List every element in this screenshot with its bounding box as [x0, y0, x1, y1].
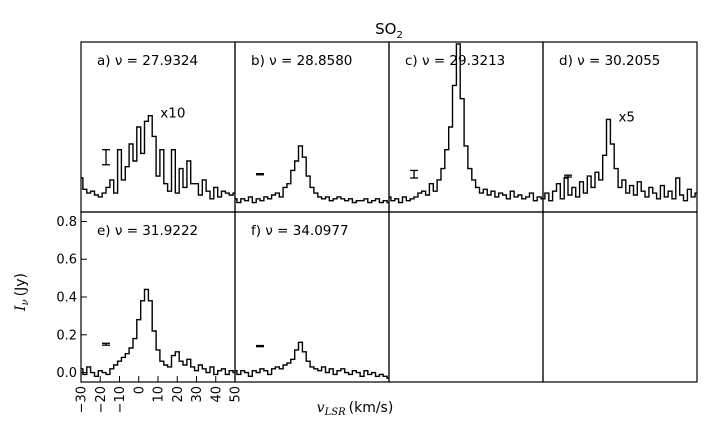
- y-tick-label: 0.2: [56, 328, 77, 343]
- x-tick-label: −20: [94, 386, 109, 413]
- spectrum-line: [81, 115, 235, 200]
- panel-e: e) ν = 31.9222: [81, 223, 235, 377]
- panel-label: d) ν = 30.2055: [559, 53, 660, 69]
- panel-b: b) ν = 28.8580: [235, 53, 389, 204]
- spectrum-line: [389, 43, 543, 204]
- title-main: SO: [375, 20, 396, 38]
- x-axis-sub: LSR: [324, 407, 346, 418]
- error-bar: [410, 169, 419, 179]
- panel-frame: [542, 211, 698, 383]
- scale-factor: x10: [160, 106, 185, 122]
- x-axis-unit: (km/s): [349, 400, 394, 416]
- panel-label: f) ν = 34.0977: [251, 223, 349, 239]
- x-tick-label: −30: [75, 386, 90, 413]
- panel-label: e) ν = 31.9222: [97, 223, 198, 239]
- x-axis-symbol: v: [317, 400, 325, 416]
- panel-a: a) ν = 27.9324 x10: [81, 53, 235, 200]
- x-tick-label: 10: [152, 386, 167, 403]
- x-tick-label: 50: [229, 386, 244, 403]
- y-tick-label: 0.8: [56, 215, 77, 230]
- x-tick-label: 20: [171, 386, 186, 403]
- panel-label: a) ν = 27.9324: [97, 53, 198, 69]
- panel-label: b) ν = 28.8580: [251, 53, 352, 69]
- error-bar: [256, 173, 265, 176]
- spectrum-line: [235, 341, 389, 379]
- panel-frame: [388, 211, 544, 383]
- spectrum-line: [543, 118, 697, 202]
- y-tick-label: 0.4: [56, 291, 77, 306]
- y-axis-unit: (Jy): [13, 273, 29, 296]
- figure-title: SO2: [375, 20, 403, 41]
- spectrum-line: [235, 145, 389, 204]
- x-axis-label: vLSR (km/s): [317, 400, 394, 418]
- spectrum-line: [81, 288, 235, 377]
- x-tick-label: 40: [209, 386, 224, 403]
- error-bar: [102, 342, 111, 346]
- x-tick-label: 30: [190, 386, 205, 403]
- error-bar: [102, 149, 111, 166]
- x-tick-label: 0: [132, 386, 147, 394]
- panel-d: d) ν = 30.2055 x5: [543, 53, 697, 202]
- title-sub: 2: [396, 30, 402, 41]
- y-tick-label: 0.0: [56, 366, 77, 381]
- panel-c: c) ν = 29.3213: [389, 43, 543, 204]
- error-bar: [256, 344, 265, 348]
- y-tick-label: 0.6: [56, 253, 77, 268]
- panel-label: c) ν = 29.3213: [405, 53, 505, 69]
- panel-grid: a) ν = 27.9324 x10 b) ν = 28.8580 c) ν = 29…: [56, 41, 698, 413]
- y-axis-label: Iν (Jy): [13, 273, 31, 312]
- panel-f: f) ν = 34.0977: [235, 223, 389, 379]
- x-tick-label: −10: [113, 386, 128, 413]
- y-axis-symbol: I: [13, 305, 29, 312]
- scale-factor: x5: [618, 109, 635, 125]
- y-axis-sub: ν: [20, 299, 31, 305]
- error-bar: [564, 174, 573, 178]
